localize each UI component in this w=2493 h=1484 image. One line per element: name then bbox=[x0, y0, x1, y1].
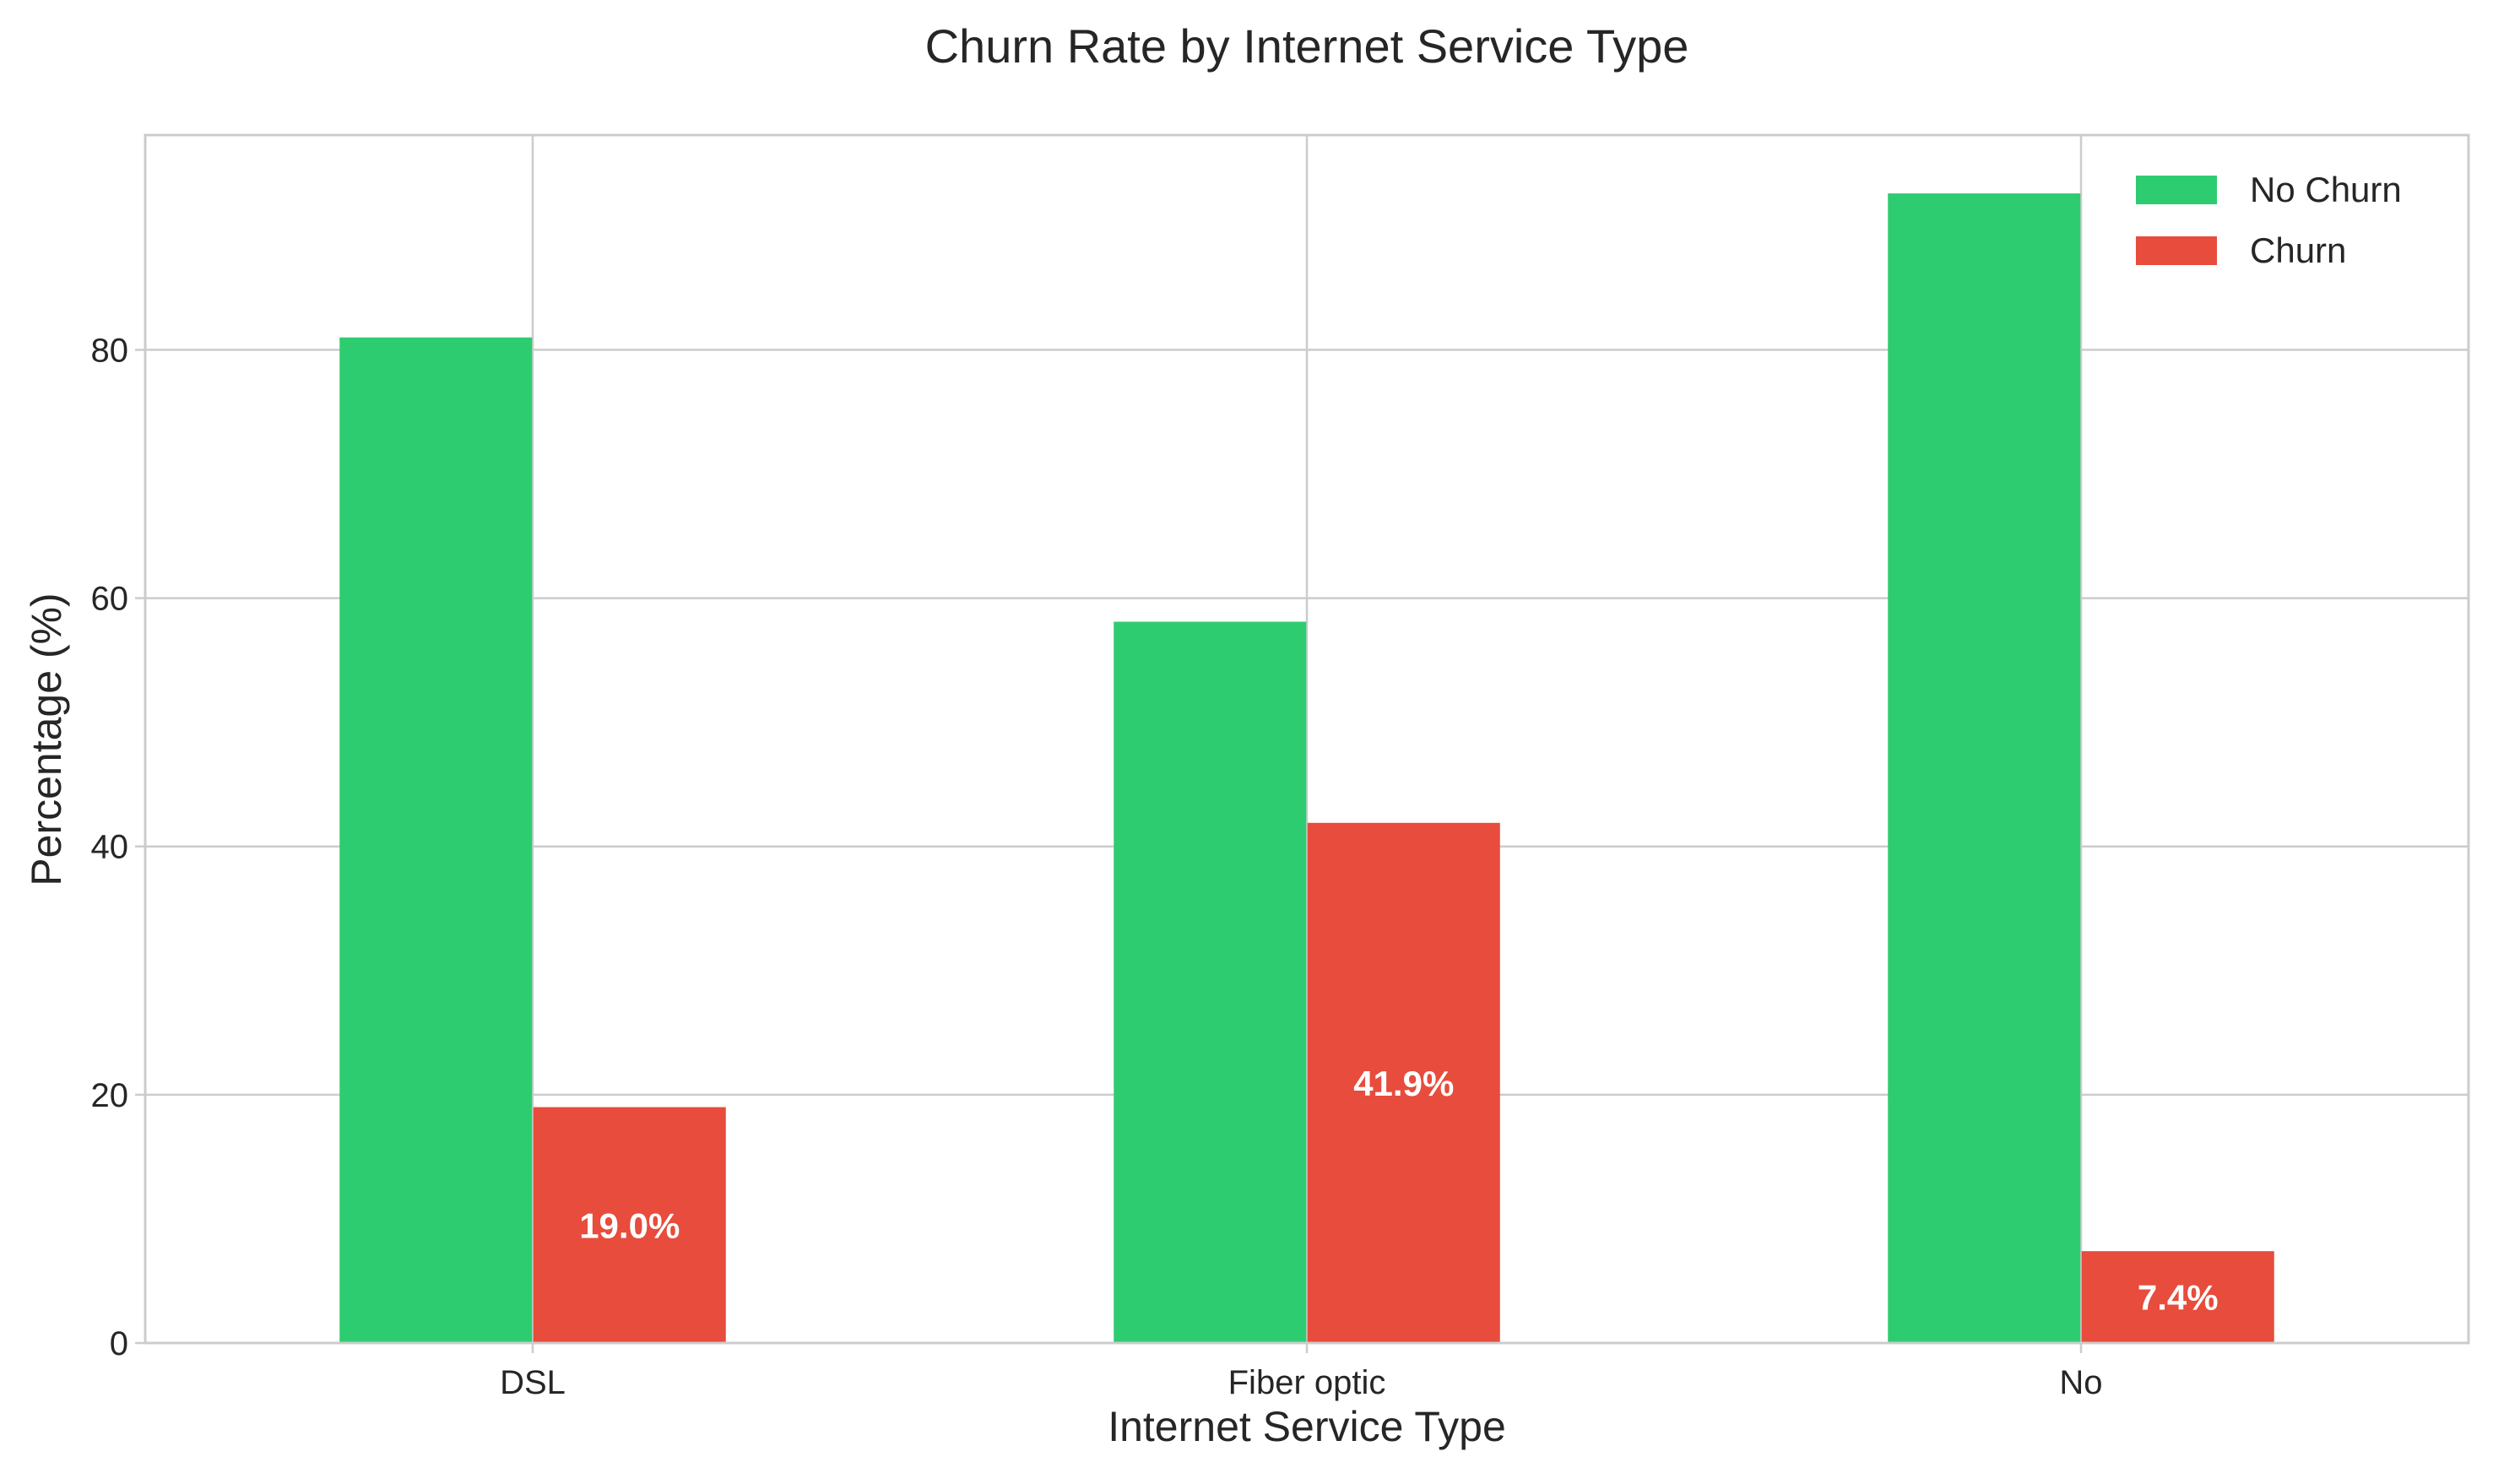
y-tick-label: 0 bbox=[110, 1325, 128, 1362]
legend-label-no-churn: No Churn bbox=[2250, 170, 2402, 209]
x-tick-label: No bbox=[2059, 1364, 2102, 1401]
bar-churn-dsl bbox=[533, 1107, 726, 1343]
bars bbox=[339, 193, 2274, 1344]
x-tick-label: Fiber optic bbox=[1228, 1364, 1386, 1401]
y-tick-label: 80 bbox=[91, 332, 129, 369]
y-tick-label: 40 bbox=[91, 829, 129, 866]
chart-title: Churn Rate by Internet Service Type bbox=[925, 19, 1689, 73]
bar-churn-no bbox=[2081, 1251, 2274, 1343]
y-axis-label: Percentage (%) bbox=[23, 593, 70, 886]
y-tick-label: 60 bbox=[91, 581, 129, 618]
x-tick-label: DSL bbox=[500, 1364, 566, 1401]
legend: No Churn Churn bbox=[2136, 170, 2402, 270]
legend-label-churn: Churn bbox=[2250, 230, 2346, 270]
bar-data-label: 7.4% bbox=[2138, 1278, 2219, 1318]
legend-swatch-churn bbox=[2136, 236, 2217, 265]
y-axis-ticks: 0 20 40 60 80 bbox=[91, 332, 145, 1362]
legend-swatch-no-churn bbox=[2136, 176, 2217, 204]
bar-no-churn-dsl bbox=[339, 337, 533, 1343]
bar-data-label: 41.9% bbox=[1353, 1064, 1454, 1103]
x-axis-label: Internet Service Type bbox=[1108, 1403, 1506, 1450]
y-tick-label: 20 bbox=[91, 1077, 129, 1114]
bar-data-label: 19.0% bbox=[579, 1205, 680, 1245]
bar-no-churn-fiber-optic bbox=[1114, 621, 1307, 1343]
bar-no-churn-no bbox=[1888, 193, 2081, 1344]
data-labels: 19.0% 41.9% 7.4% bbox=[579, 1064, 2218, 1318]
x-axis-ticks: DSL Fiber optic No bbox=[500, 1343, 2103, 1401]
bar-churn-fiber-optic bbox=[1307, 822, 1500, 1343]
